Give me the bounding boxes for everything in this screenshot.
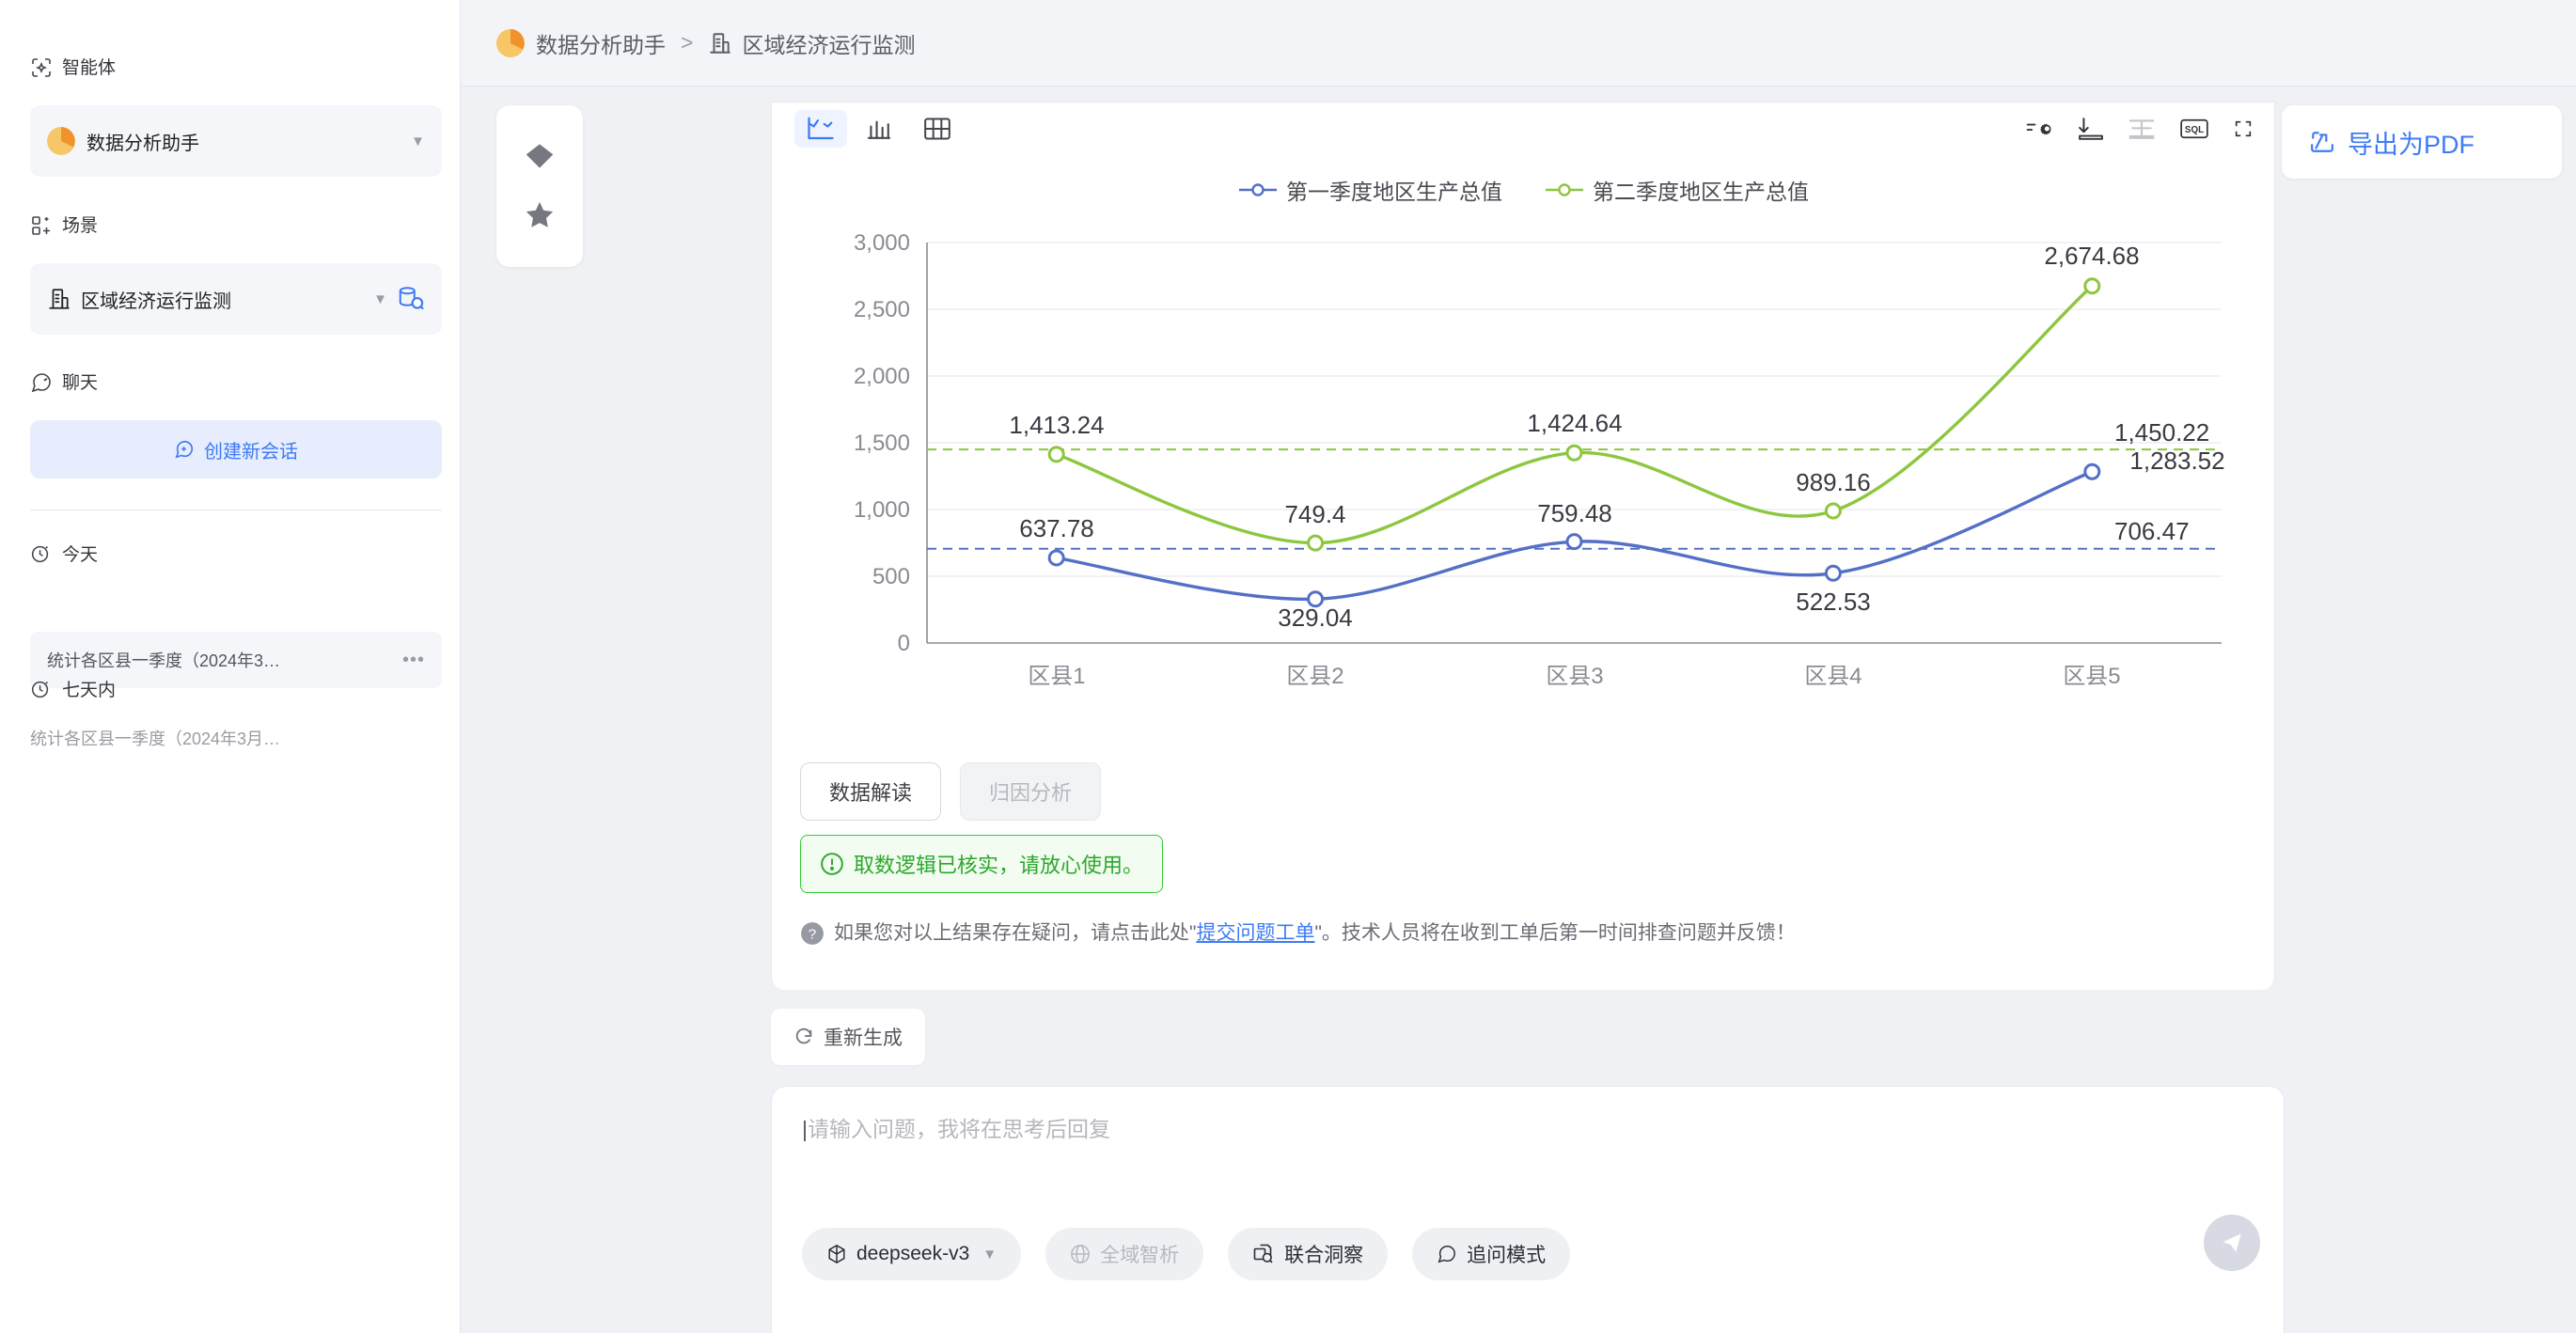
svg-text:1,500: 1,500 xyxy=(854,431,910,456)
svg-text:2,500: 2,500 xyxy=(854,297,910,322)
svg-text:1,450.22: 1,450.22 xyxy=(2114,418,2209,447)
svg-text:1,000: 1,000 xyxy=(854,497,910,523)
svg-text:区县5: 区县5 xyxy=(2063,664,2120,689)
svg-text:区县1: 区县1 xyxy=(1028,664,1085,689)
svg-text:2,000: 2,000 xyxy=(854,364,910,389)
svg-text:706.47: 706.47 xyxy=(2114,517,2190,545)
svg-text:1,424.64: 1,424.64 xyxy=(1527,409,1622,437)
svg-text:989.16: 989.16 xyxy=(1796,468,1871,496)
svg-text:区县3: 区县3 xyxy=(1546,664,1603,689)
svg-text:522.53: 522.53 xyxy=(1796,588,1871,616)
svg-text:0: 0 xyxy=(898,631,910,656)
svg-text:区县2: 区县2 xyxy=(1286,664,1343,689)
svg-text:3,000: 3,000 xyxy=(854,230,910,256)
svg-text:1,283.52: 1,283.52 xyxy=(2129,447,2224,475)
svg-text:500: 500 xyxy=(872,564,910,589)
svg-text:749.4: 749.4 xyxy=(1284,500,1345,528)
svg-text:?: ? xyxy=(809,926,816,942)
svg-text:329.04: 329.04 xyxy=(1278,604,1353,632)
svg-text:1,413.24: 1,413.24 xyxy=(1009,411,1104,439)
svg-text:2,674.68: 2,674.68 xyxy=(2044,242,2139,270)
svg-text:637.78: 637.78 xyxy=(1019,514,1094,542)
svg-text:区县4: 区县4 xyxy=(1804,664,1861,689)
svg-text:759.48: 759.48 xyxy=(1537,499,1612,527)
